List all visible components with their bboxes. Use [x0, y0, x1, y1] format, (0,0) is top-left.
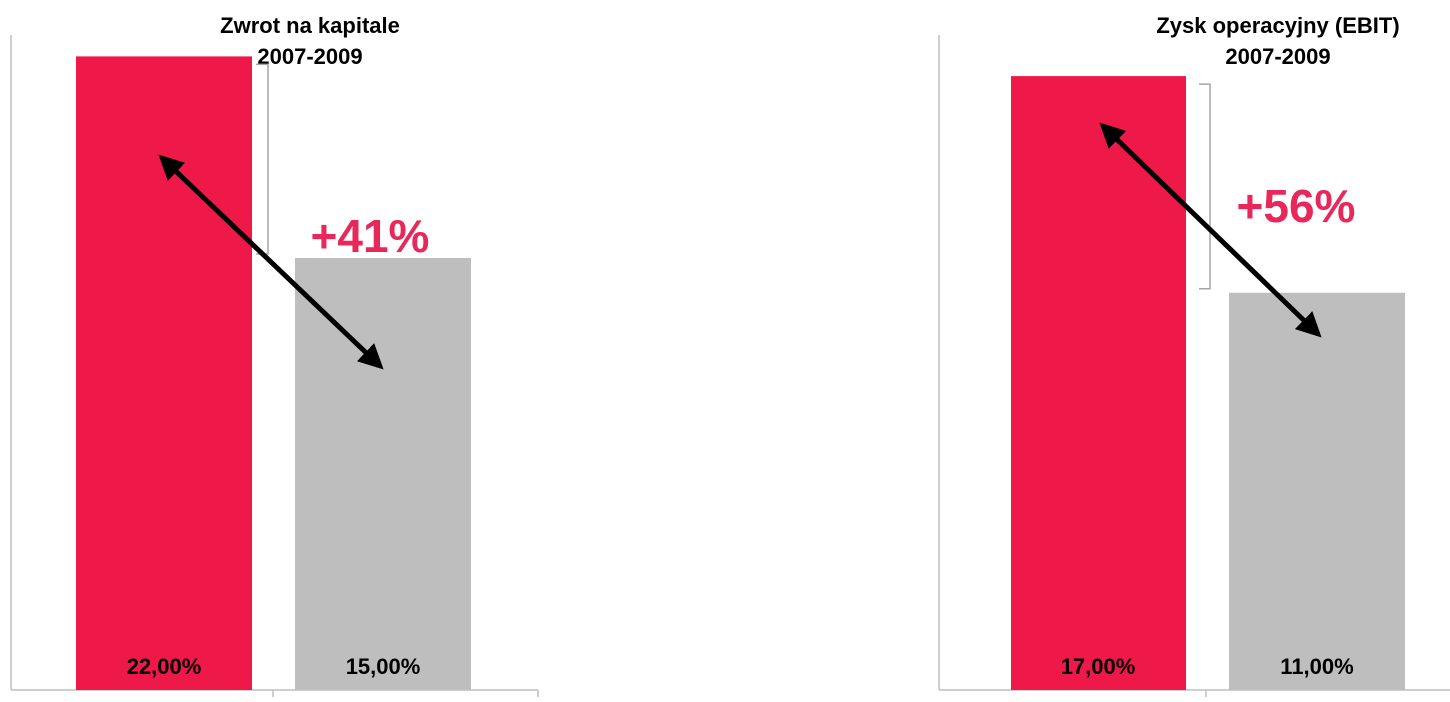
bar-value-label-first: 22,00%: [127, 654, 202, 679]
chart-title-line-1: Zysk operacyjny (EBIT): [1156, 13, 1399, 38]
chart-title-line-2: 2007-2009: [1225, 44, 1330, 69]
difference-bracket: [256, 63, 269, 255]
difference-label: +41%: [311, 210, 430, 262]
bar-value-label-first: 17,00%: [1061, 654, 1136, 679]
bar-second: [1229, 292, 1405, 690]
difference-arrow: [1099, 122, 1322, 338]
chart-title-line-1: Zwrot na kapitale: [220, 13, 400, 38]
bar-value-label-second: 11,00%: [1280, 654, 1353, 679]
bar-value-label-second: 15,00%: [346, 654, 421, 679]
difference-bracket: [1199, 83, 1211, 290]
difference-arrow: [158, 154, 384, 370]
chart-return-on-equity: Zwrot na kapitale 2007-2009 22,00% 15,00…: [10, 13, 539, 697]
bar-second: [295, 258, 471, 690]
chart-operating-profit-ebit: Zysk operacyjny (EBIT) 2007-2009 17,00% …: [938, 13, 1450, 697]
bar-first: [1011, 76, 1186, 691]
difference-label: +56%: [1237, 180, 1356, 232]
chart-title-line-2: 2007-2009: [257, 44, 362, 69]
bar-first: [76, 56, 252, 690]
